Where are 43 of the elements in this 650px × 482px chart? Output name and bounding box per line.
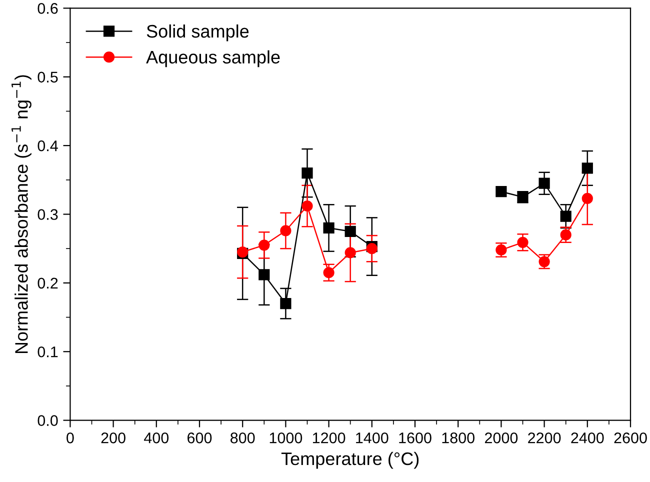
y-tick-label: 0.4	[38, 140, 58, 152]
point	[258, 240, 270, 251]
y-tick-label: 0.6	[38, 3, 58, 14]
x-tick-label: 2000	[484, 432, 518, 444]
y-tick-label: 0.5	[38, 72, 58, 83]
point	[582, 162, 593, 174]
x-tick-label: 0	[66, 432, 74, 444]
x-tick-label: 2200	[528, 432, 561, 444]
point	[344, 247, 356, 258]
point	[302, 167, 313, 179]
point	[302, 200, 313, 212]
x-tick-label: 2600	[614, 432, 647, 444]
y-tick-label: 0.3	[38, 209, 58, 220]
point	[280, 298, 292, 310]
x-axis-title: Temperature (°C)	[281, 452, 419, 469]
x-tick-label: 1800	[442, 432, 474, 444]
point	[323, 267, 334, 278]
x-tick-label: 200	[101, 432, 126, 444]
x-tick-label: 400	[144, 432, 169, 444]
point	[280, 225, 292, 236]
legend-label: Solid sample	[146, 24, 249, 42]
x-tick-label: 2400	[571, 432, 604, 444]
x-tick-label: 1000	[270, 432, 302, 444]
point	[517, 236, 528, 248]
point	[344, 226, 356, 237]
point	[258, 269, 270, 280]
x-tick-label: 1200	[312, 432, 346, 444]
y-tick-label: 0.0	[38, 415, 58, 426]
point	[560, 210, 572, 222]
point	[538, 178, 550, 189]
point	[366, 243, 378, 254]
x-tick-label: 1400	[356, 432, 388, 444]
x-tick-label: 800	[230, 432, 255, 444]
y-tick-label: 0.2	[38, 278, 58, 289]
point	[560, 229, 572, 240]
x-tick-label: 1600	[399, 432, 432, 444]
point	[323, 222, 334, 234]
x-tick-label: 600	[188, 432, 212, 444]
point	[582, 192, 593, 204]
y-axis-title: Normalized absorbance (s$^{−1}$ ng$^{−1}$)	[12, 75, 32, 354]
point	[496, 186, 507, 198]
y-tick-label: 0.1	[38, 346, 58, 358]
legend-label: Aqueous sample	[146, 50, 280, 68]
